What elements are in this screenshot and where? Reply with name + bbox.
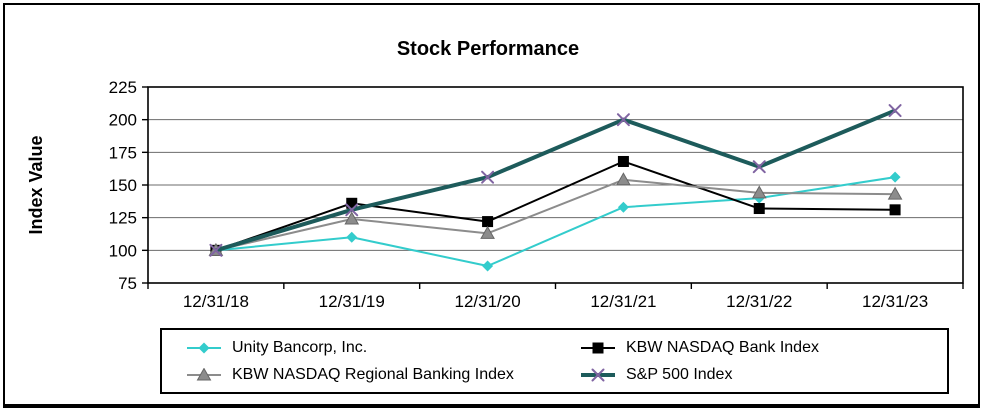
legend-label: S&P 500 Index [626,365,733,383]
legend: Unity Bancorp, Inc. KBW NASDAQ Bank Inde… [160,328,949,394]
x-marker-icon [616,113,630,127]
triangle-marker-icon [344,211,360,225]
diamond-marker-icon [617,201,629,213]
x-marker-icon [481,170,495,184]
diamond-marker-icon [346,231,358,243]
series-line [215,108,896,253]
triangle-marker-icon [887,186,903,200]
x-tick-label: 12/31/19 [319,292,385,311]
diamond-marker-icon [198,342,210,353]
legend-item-unity-bancorp: Unity Bancorp, Inc. [185,339,579,357]
x-marker-icon [888,104,902,118]
x-marker-icon [209,243,223,257]
x-tick-label: 12/31/22 [726,292,792,311]
diamond-marker-icon [889,171,901,183]
square-line-marker-icon [581,342,615,353]
series-line [215,178,896,252]
x-marker-icon [591,368,605,381]
square-marker-icon [346,197,358,209]
legend-item-kbw-bank: KBW NASDAQ Bank Index [579,339,947,357]
x-marker-icon [345,203,359,217]
stock-performance-chart: Stock Performance Index Value 75 100 125 15… [26,38,964,311]
x-tick-label: 12/31/21 [590,292,656,311]
square-marker-icon [592,342,604,353]
square-marker-icon [753,203,765,215]
triangle-marker-icon [480,225,495,239]
x-tick-label: 12/31/20 [454,292,520,311]
square-marker-icon [889,204,901,216]
triangle-marker-icon [751,185,767,199]
y-tick-label: 150 [109,176,137,195]
diamond-line-marker-icon [187,342,221,353]
x-tick-label: 12/31/18 [183,292,249,311]
diamond-marker-icon [482,260,494,272]
legend-label: KBW NASDAQ Bank Index [626,338,819,356]
square-marker-icon [617,155,629,167]
chart-title: Stock Performance [397,38,579,60]
y-tick-label: 225 [109,78,137,97]
legend-label: KBW NASDAQ Regional Banking Index [232,365,514,383]
square-marker-icon [482,216,494,228]
x-marker-icon [752,160,766,174]
y-axis-title: Index Value [26,135,46,234]
y-tick-label: 75 [118,274,137,293]
series-line [215,160,896,252]
plot-area: 75 100 125 150 175 200 225 12/31/18 12/31/19 12/3… [109,78,964,311]
triangle-line-marker-icon [187,367,221,380]
y-tick-label: 125 [109,209,137,228]
x-line-marker-icon [581,368,615,381]
legend-item-sp500: S&P 500 Index [579,366,947,384]
y-tick-label: 100 [109,241,137,260]
x-tick-label: 12/31/23 [862,292,928,311]
legend-label: Unity Bancorp, Inc. [232,338,368,356]
series-line [215,176,896,268]
triangle-marker-icon [196,367,212,380]
y-tick-label: 175 [109,143,137,162]
triangle-marker-icon [616,172,631,186]
legend-item-kbw-regional: KBW NASDAQ Regional Banking Index [185,366,579,384]
y-tick-label: 200 [109,111,137,130]
